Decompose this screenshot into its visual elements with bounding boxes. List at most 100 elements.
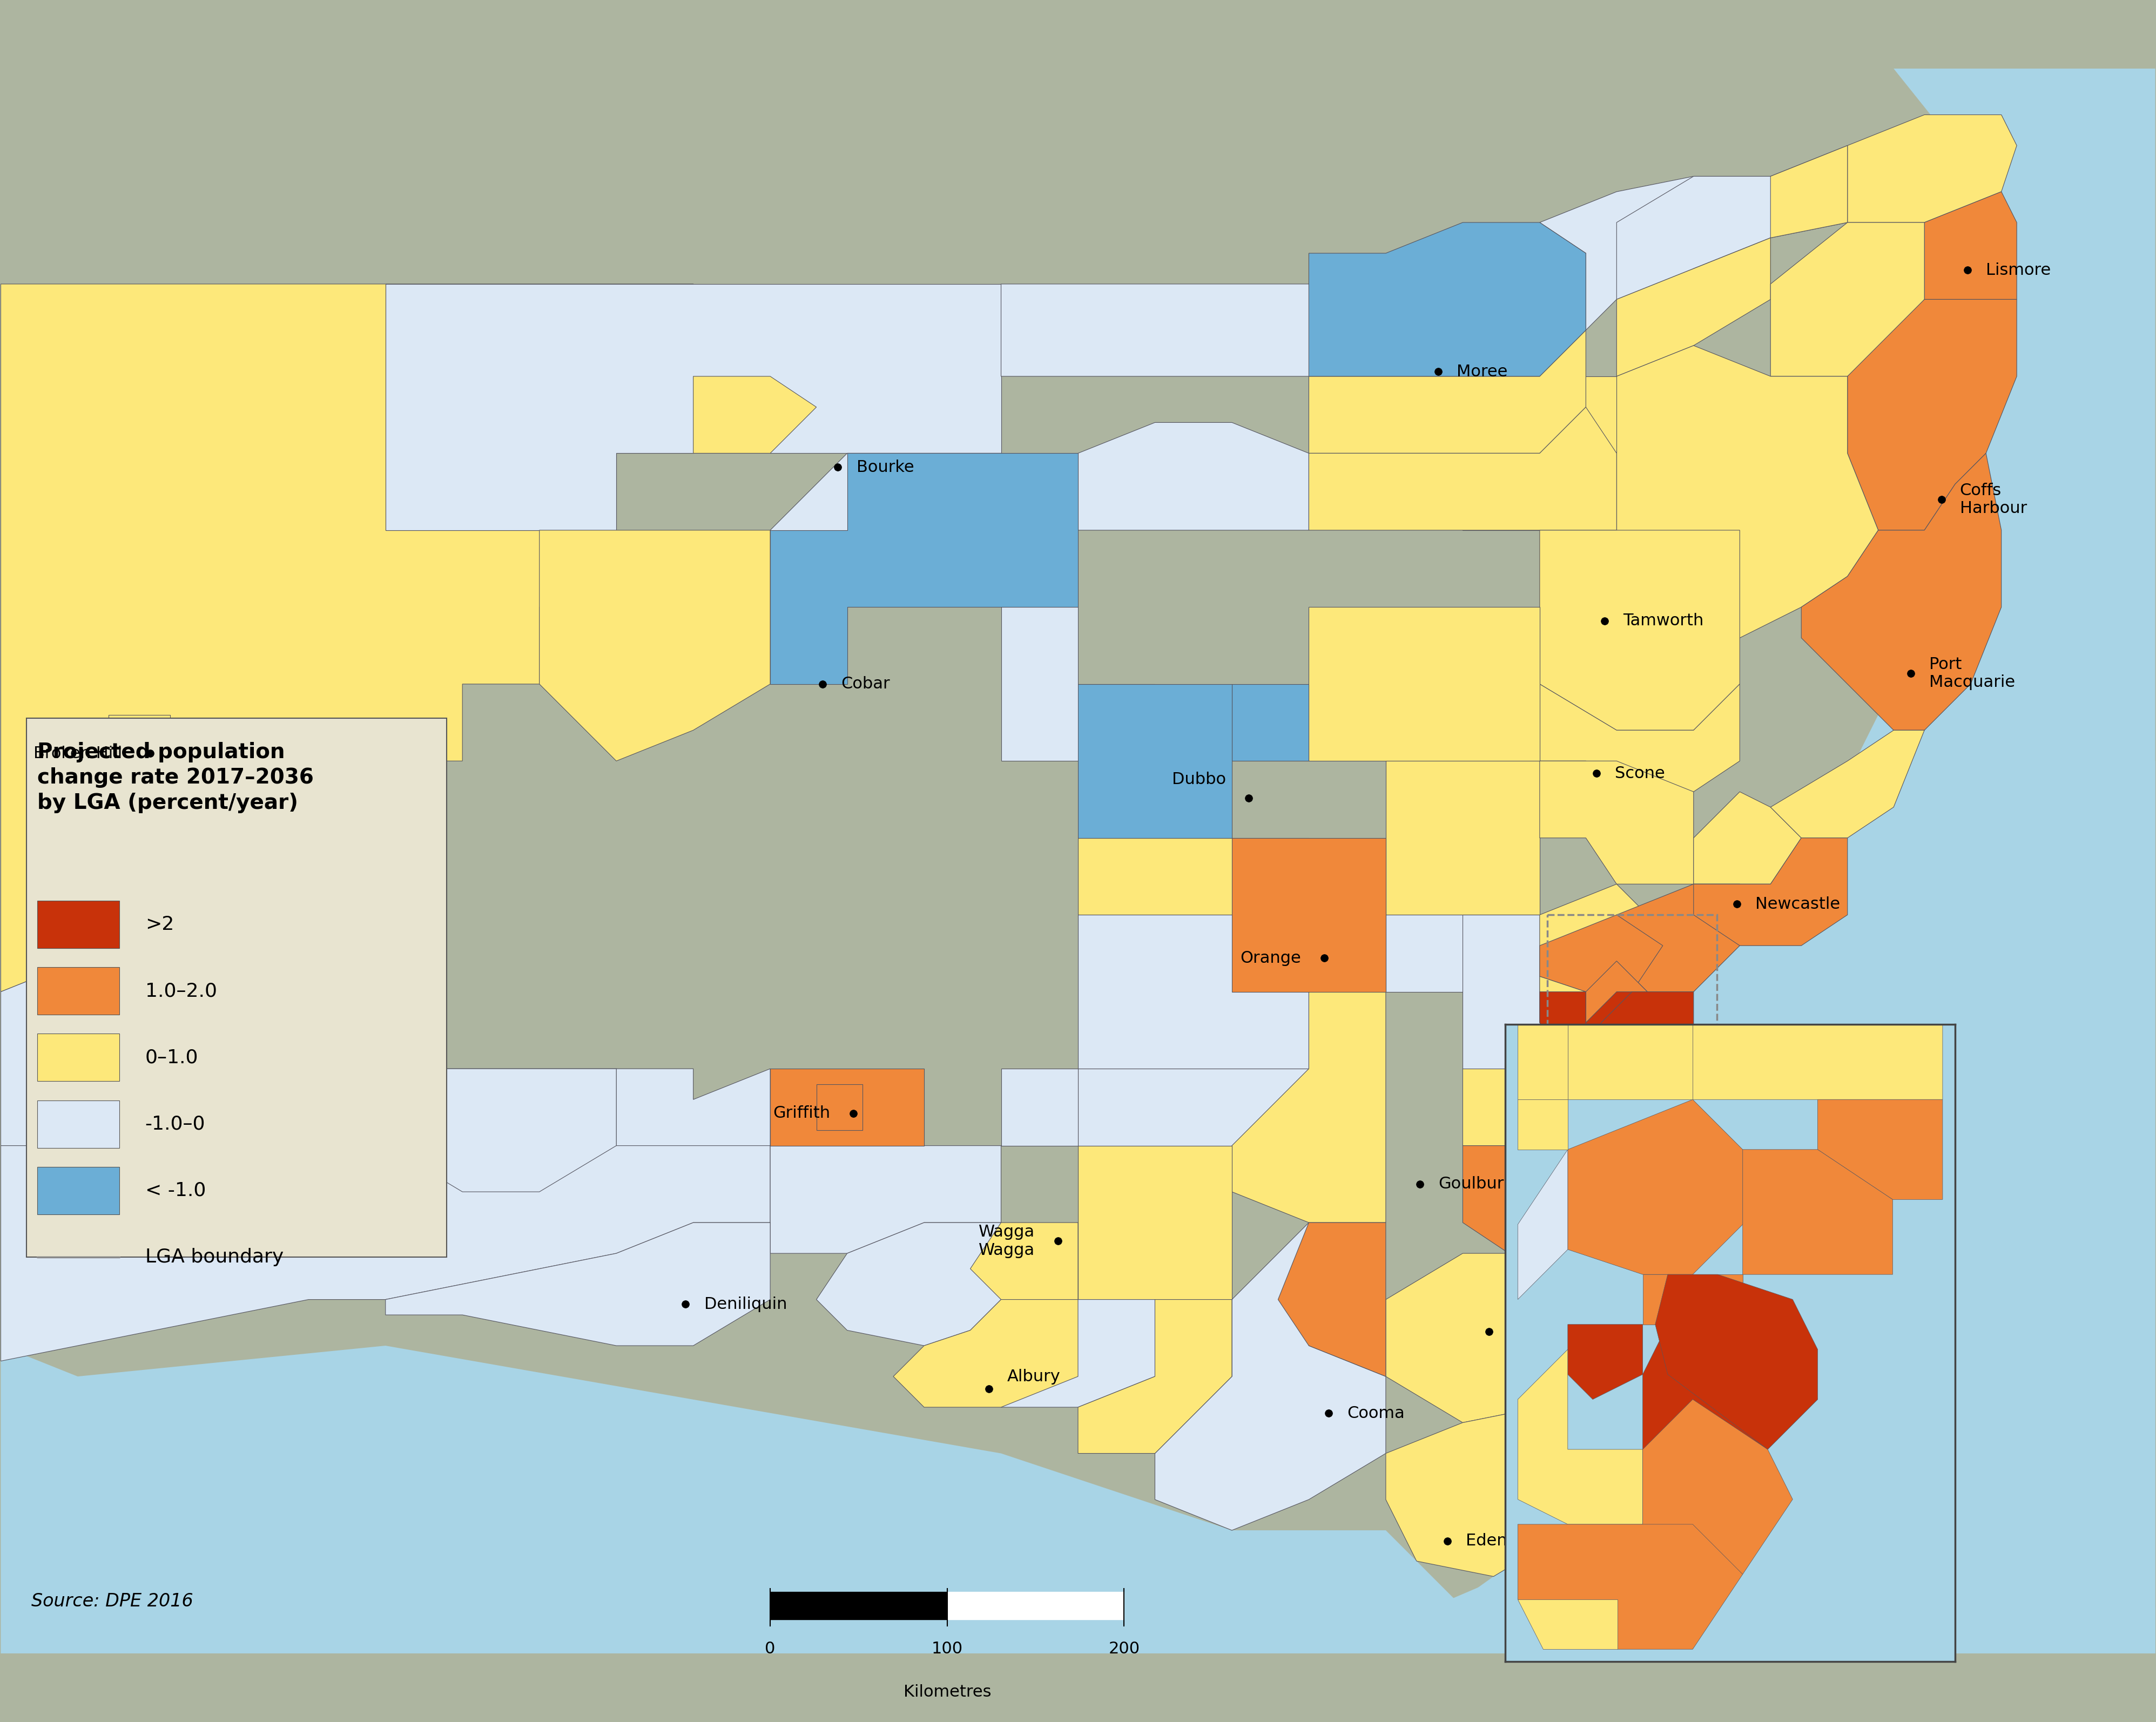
Polygon shape	[0, 1069, 770, 1360]
Polygon shape	[0, 284, 694, 992]
Polygon shape	[1617, 238, 1770, 377]
Polygon shape	[1539, 684, 1740, 792]
Polygon shape	[1386, 1407, 1570, 1576]
Polygon shape	[1386, 914, 1539, 992]
Bar	[37, 1033, 119, 1081]
Polygon shape	[1539, 761, 1695, 883]
Polygon shape	[386, 1223, 770, 1345]
Polygon shape	[1462, 377, 1617, 530]
Polygon shape	[1309, 222, 1587, 377]
Polygon shape	[770, 453, 1078, 684]
Polygon shape	[1078, 1145, 1231, 1300]
Polygon shape	[1000, 608, 1156, 761]
Polygon shape	[1432, 761, 2156, 1684]
Text: Cobar: Cobar	[841, 677, 890, 692]
Text: Cooma: Cooma	[1348, 1405, 1406, 1421]
Polygon shape	[1695, 839, 1848, 945]
Text: 0: 0	[765, 1641, 776, 1657]
Polygon shape	[1925, 191, 2016, 300]
Polygon shape	[1078, 839, 1309, 914]
Polygon shape	[1078, 914, 1309, 1069]
Text: Lismore: Lismore	[1986, 262, 2050, 277]
Polygon shape	[1078, 1069, 1309, 1145]
Text: Coffs
Harbour: Coffs Harbour	[1960, 482, 2027, 517]
Polygon shape	[1518, 1150, 1567, 1300]
Polygon shape	[0, 69, 2156, 284]
Polygon shape	[817, 1223, 1000, 1345]
Polygon shape	[970, 1223, 1078, 1300]
Polygon shape	[1462, 914, 1539, 1069]
Polygon shape	[1567, 1025, 1692, 1100]
Polygon shape	[1309, 406, 1617, 530]
Polygon shape	[1231, 684, 1309, 761]
Polygon shape	[1656, 1274, 1818, 1450]
Polygon shape	[1643, 1400, 1792, 1600]
Polygon shape	[0, 761, 386, 1145]
Text: 100: 100	[931, 1641, 964, 1657]
Text: Griffith: Griffith	[772, 1106, 830, 1121]
Bar	[37, 1100, 119, 1149]
Polygon shape	[1567, 1324, 1643, 1400]
Polygon shape	[1539, 992, 1587, 1054]
Text: Bourke: Bourke	[856, 460, 914, 475]
Polygon shape	[1386, 1254, 1570, 1422]
Text: Port
Macquarie: Port Macquarie	[1930, 656, 2016, 691]
Polygon shape	[1518, 1025, 1567, 1100]
Bar	[37, 901, 119, 949]
Polygon shape	[539, 530, 770, 761]
Polygon shape	[1000, 1300, 1231, 1407]
Text: Orange: Orange	[1240, 951, 1300, 966]
Text: Sydney: Sydney	[1667, 1040, 1729, 1057]
Polygon shape	[1518, 1100, 1567, 1150]
Polygon shape	[1539, 914, 1662, 992]
Text: -1.0–0: -1.0–0	[144, 1114, 205, 1133]
Polygon shape	[1587, 992, 1695, 1069]
Text: Source: DPE 2016: Source: DPE 2016	[32, 1593, 194, 1610]
Polygon shape	[817, 1085, 862, 1130]
Polygon shape	[1539, 530, 1740, 730]
Bar	[946, 1591, 1123, 1620]
Text: Albury: Albury	[1007, 1369, 1061, 1384]
Polygon shape	[1567, 1100, 1742, 1274]
Polygon shape	[1462, 1038, 1617, 1145]
Text: >2: >2	[144, 914, 175, 933]
Polygon shape	[1643, 1274, 1742, 1324]
Text: 200: 200	[1108, 1641, 1141, 1657]
Polygon shape	[617, 1069, 770, 1145]
Polygon shape	[770, 1069, 925, 1145]
Polygon shape	[386, 284, 1000, 530]
Polygon shape	[1078, 422, 1309, 530]
Polygon shape	[1000, 284, 1386, 377]
Text: Broken Hill: Broken Hill	[34, 746, 123, 761]
Polygon shape	[1386, 69, 2156, 1653]
Polygon shape	[1279, 1223, 1386, 1376]
Polygon shape	[1570, 1069, 1677, 1161]
Polygon shape	[108, 715, 170, 777]
Polygon shape	[1462, 1145, 1647, 1254]
Polygon shape	[1078, 1300, 1231, 1453]
Polygon shape	[1742, 1150, 1893, 1274]
Text: Dubbo: Dubbo	[1171, 771, 1227, 787]
Polygon shape	[694, 377, 817, 453]
Text: Newcastle: Newcastle	[1755, 895, 1839, 913]
Polygon shape	[1309, 331, 1587, 453]
Text: 1.0–2.0: 1.0–2.0	[144, 982, 218, 1000]
Text: Eden: Eden	[1466, 1533, 1507, 1548]
Polygon shape	[1000, 1069, 1078, 1145]
Text: Tamworth: Tamworth	[1623, 613, 1703, 629]
Text: LGA boundary: LGA boundary	[144, 1248, 282, 1266]
Polygon shape	[1539, 883, 1647, 992]
Polygon shape	[1309, 608, 1539, 761]
Bar	[37, 1168, 119, 1214]
Polygon shape	[1156, 1223, 1386, 1531]
Polygon shape	[1695, 761, 2001, 1145]
Polygon shape	[770, 453, 1000, 608]
Text: 0–1.0: 0–1.0	[144, 1049, 198, 1066]
Polygon shape	[1770, 730, 1925, 839]
Polygon shape	[1386, 284, 1539, 377]
Polygon shape	[1539, 976, 1587, 1038]
Polygon shape	[1617, 346, 1878, 637]
Polygon shape	[1617, 883, 1740, 992]
Polygon shape	[1518, 1600, 1617, 1650]
Polygon shape	[0, 1300, 2156, 1653]
